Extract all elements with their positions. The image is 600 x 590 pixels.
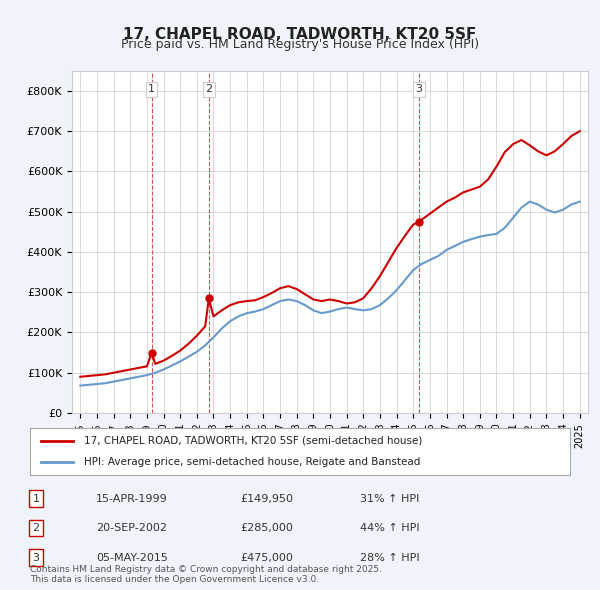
Text: 2: 2 <box>205 84 212 94</box>
Text: 2: 2 <box>32 523 40 533</box>
Text: 05-MAY-2015: 05-MAY-2015 <box>96 553 168 562</box>
Text: £285,000: £285,000 <box>240 523 293 533</box>
Text: 1: 1 <box>32 494 40 503</box>
Text: 20-SEP-2002: 20-SEP-2002 <box>96 523 167 533</box>
Text: 31% ↑ HPI: 31% ↑ HPI <box>360 494 419 503</box>
Text: 17, CHAPEL ROAD, TADWORTH, KT20 5SF (semi-detached house): 17, CHAPEL ROAD, TADWORTH, KT20 5SF (sem… <box>84 436 422 446</box>
Text: £149,950: £149,950 <box>240 494 293 503</box>
Text: 28% ↑ HPI: 28% ↑ HPI <box>360 553 419 562</box>
Text: 3: 3 <box>32 553 40 562</box>
Text: HPI: Average price, semi-detached house, Reigate and Banstead: HPI: Average price, semi-detached house,… <box>84 457 421 467</box>
Text: 3: 3 <box>415 84 422 94</box>
Text: 1: 1 <box>148 84 155 94</box>
Text: £475,000: £475,000 <box>240 553 293 562</box>
Text: Contains HM Land Registry data © Crown copyright and database right 2025.
This d: Contains HM Land Registry data © Crown c… <box>30 565 382 584</box>
Text: Price paid vs. HM Land Registry's House Price Index (HPI): Price paid vs. HM Land Registry's House … <box>121 38 479 51</box>
Text: 17, CHAPEL ROAD, TADWORTH, KT20 5SF: 17, CHAPEL ROAD, TADWORTH, KT20 5SF <box>124 27 476 41</box>
Text: 15-APR-1999: 15-APR-1999 <box>96 494 168 503</box>
Text: 44% ↑ HPI: 44% ↑ HPI <box>360 523 419 533</box>
